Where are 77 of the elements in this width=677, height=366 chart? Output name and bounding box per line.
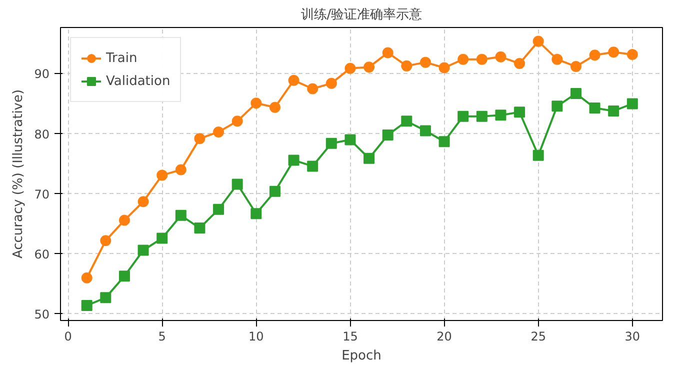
- point: [364, 62, 375, 73]
- point: [532, 150, 544, 161]
- point: [589, 50, 600, 61]
- chart-title: 训练/验证准确率示意: [300, 6, 422, 22]
- point: [288, 74, 300, 86]
- point: [81, 272, 92, 284]
- point: [401, 116, 412, 127]
- point: [288, 154, 300, 166]
- y-tick-label: 80: [34, 127, 50, 142]
- point: [532, 36, 544, 47]
- y-tick-label: 50: [34, 307, 50, 322]
- point: [589, 102, 600, 114]
- point: [626, 49, 638, 60]
- point: [382, 47, 394, 58]
- point: [250, 208, 262, 220]
- point: [213, 126, 224, 138]
- point: [100, 292, 112, 304]
- x-tick-label: 20: [436, 330, 452, 344]
- point: [175, 164, 186, 176]
- y-axis-title: Accuracy (%) (Illustrative): [11, 89, 26, 259]
- point: [438, 62, 450, 74]
- x-tick-label: 30: [624, 330, 640, 344]
- point: [326, 138, 337, 149]
- point: [138, 196, 149, 208]
- point: [344, 62, 356, 74]
- point: [156, 170, 168, 181]
- point: [476, 54, 488, 65]
- point: [307, 83, 318, 94]
- point: [626, 98, 638, 110]
- point: [326, 78, 337, 89]
- point: [608, 105, 620, 116]
- point: [495, 110, 506, 121]
- point: [269, 102, 280, 113]
- point: [476, 110, 488, 122]
- point: [514, 106, 526, 118]
- point: [570, 88, 582, 100]
- x-tick-label: 5: [158, 330, 166, 344]
- x-tick-label: 15: [342, 330, 358, 344]
- point: [213, 204, 224, 215]
- point: [420, 125, 431, 136]
- point: [344, 134, 356, 146]
- point: [458, 54, 469, 65]
- point: [156, 232, 168, 244]
- point: [118, 270, 130, 282]
- point: [232, 178, 243, 190]
- point: [438, 136, 450, 148]
- y-tick-label: 90: [34, 67, 50, 82]
- point: [364, 152, 375, 164]
- legend-label: Validation: [106, 74, 170, 88]
- y-tick-label: 70: [34, 187, 50, 202]
- point: [250, 98, 262, 109]
- x-tick-label: 25: [530, 330, 546, 344]
- legend-label: Train: [106, 50, 138, 66]
- point: [118, 214, 130, 226]
- point: [514, 58, 526, 70]
- x-tick-label: 0: [64, 330, 72, 344]
- x-axis-title: Epoch: [342, 348, 382, 364]
- point: [401, 60, 412, 72]
- point: [420, 56, 431, 68]
- point: [138, 244, 149, 256]
- y-tick-label: 60: [34, 247, 50, 262]
- point: [495, 51, 506, 62]
- point: [608, 46, 620, 58]
- point: [81, 300, 92, 311]
- point: [570, 61, 582, 72]
- point: [307, 160, 318, 172]
- point: [194, 133, 206, 144]
- point: [175, 210, 186, 221]
- point: [100, 235, 112, 246]
- point: [552, 54, 563, 65]
- point: [552, 100, 563, 112]
- point: [194, 222, 206, 234]
- point: [232, 116, 243, 127]
- point: [458, 110, 469, 122]
- point: [382, 129, 394, 140]
- point: [269, 186, 280, 197]
- x-tick-label: 10: [248, 330, 264, 344]
